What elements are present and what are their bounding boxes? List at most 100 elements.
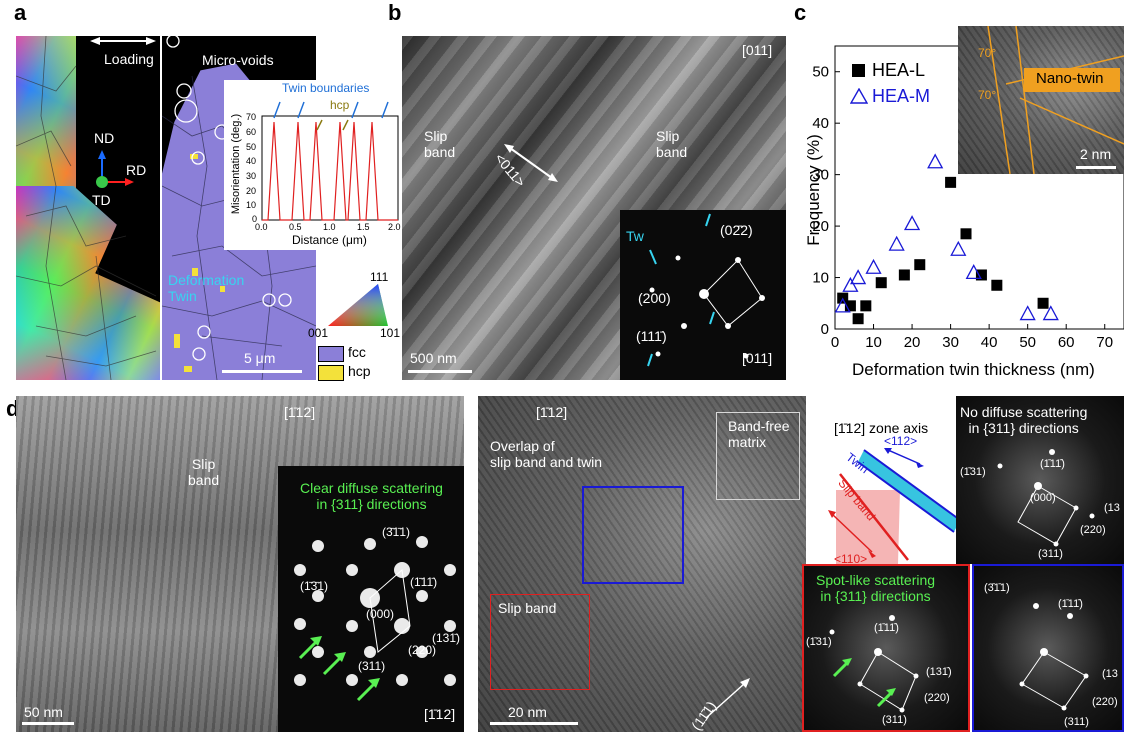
legend-hea-l-marker [852, 64, 865, 77]
grain-boundaries [16, 36, 157, 380]
hea-m-point [834, 297, 851, 313]
spot-220-d: (220) [408, 643, 437, 657]
hea-m-point [842, 276, 859, 292]
ipf-111: 111 [370, 270, 389, 284]
loading-label: Loading [104, 51, 154, 67]
panel-d-scale-bar [22, 722, 74, 725]
panel-e-scale-bar [490, 722, 578, 725]
inset-c-scale-bar [1076, 166, 1116, 169]
spot-311-d: (311) [358, 659, 386, 673]
fft-matrix-spot-220: (220) [1080, 524, 1106, 536]
panel-d-scale-label: 50 nm [24, 704, 63, 720]
fft-slip-spot-311: (311) [882, 714, 907, 726]
x-tick-label: 30 [942, 334, 959, 351]
panel-a-scale-bar [222, 370, 302, 373]
spot-111-d: (1̄11̄) [410, 575, 438, 589]
hcp-inset-label: hcp [330, 98, 350, 112]
overlap-box [582, 486, 684, 584]
x-tick-label: 0 [831, 334, 839, 351]
spot-311-top-d: (3̄1̄1) [382, 525, 411, 539]
x-tick-label: 50 [1019, 334, 1036, 351]
td-label: TD [92, 192, 111, 208]
diffuse-label-d: Clear diffuse scattering in {311} direct… [300, 480, 443, 512]
hea-l-point [975, 269, 987, 281]
panel-b-label: b [388, 0, 402, 25]
twin-slip-schematic [828, 448, 961, 564]
hea-m-point [965, 264, 982, 280]
zone-112-top-d: [1̄12] [284, 404, 316, 420]
fft-overlap: (3̄1̄1) (1̄11̄) (13 (220) (311) [972, 564, 1124, 732]
hea-l-point [960, 228, 972, 240]
hea-l-point [875, 277, 887, 289]
td-marker [96, 176, 108, 188]
legend-hea-m-marker [850, 88, 868, 104]
ebsd-ipf-map: Loading ND RD TD [16, 36, 160, 380]
fft-slip-spot-111: (1̄11̄) [874, 622, 899, 634]
zone-112-top-e: [1̄12] [536, 404, 568, 420]
fft-slip-spot-220: (220) [924, 692, 950, 704]
hea-m-point [927, 153, 944, 169]
fft-matrix-spot-111: (1̄11̄) [1040, 458, 1065, 470]
fft-overlap-spot-220: (220) [1092, 696, 1118, 708]
y-tick-label: 0 [821, 321, 829, 338]
y-tick-label: 50 [812, 64, 829, 81]
hea-m-point [903, 215, 921, 231]
y-tick-label: 20 [812, 218, 829, 235]
hea-m-point [865, 258, 882, 274]
nd-label: ND [94, 130, 115, 146]
spot-200: (200) [638, 290, 671, 306]
diffraction-spots-b [647, 213, 765, 367]
hea-l-point [914, 259, 926, 271]
inset-xlabel: Distance (μm) [292, 233, 367, 247]
spot-131-d: (1̄3̄1) [300, 579, 329, 593]
schematic-110-label: <110> [834, 552, 868, 566]
rd-label: RD [126, 162, 147, 178]
hea-l-point [844, 300, 856, 312]
fft-slip-spot-131b: (131̄) [926, 666, 952, 678]
panel-e-scale-label: 20 nm [508, 704, 547, 720]
deformation-twin-label: Deformation Twin [168, 272, 245, 304]
fft-matrix-title: No diffuse scattering in {311} direction… [960, 404, 1088, 436]
zone-112-bottom-d: [1̄12] [424, 706, 456, 722]
fcc-label: fcc [348, 344, 366, 360]
hea-m-point [850, 269, 867, 285]
fft-overlap-spots [1019, 603, 1089, 711]
hea-l-point [991, 279, 1003, 291]
spot-131b-d: (131̄) [432, 631, 461, 645]
fft-matrix: No diffuse scattering in {311} direction… [956, 396, 1124, 564]
fft-slip-spots [829, 615, 919, 713]
y-tick-label: 10 [812, 270, 829, 287]
fft-slip-spot-131: (1̄31) [806, 636, 832, 648]
fft-overlap-spot-13: (13 [1102, 668, 1118, 680]
panel-b-scale-bar [408, 370, 472, 373]
fft-slip-band: Spot-like scattering in {311} directions… [802, 564, 970, 732]
hea-l-point [945, 176, 957, 188]
hea-m-point [888, 235, 905, 251]
zone-011-top: [011] [742, 42, 773, 58]
slip-band-d: Slip band [188, 456, 220, 488]
band-free-label: Band-free matrix [728, 418, 790, 450]
hea-m-point [1042, 305, 1059, 321]
misorientation-plot [261, 101, 399, 221]
hcp-label: hcp [348, 363, 371, 379]
panel-c-label: c [794, 0, 807, 25]
fft-matrix-spot-311: (311) [1038, 548, 1063, 560]
fcc-swatch [318, 346, 344, 362]
ipf-101: 101 [380, 326, 401, 340]
angle-bottom-label: 70° [978, 88, 997, 102]
chart-xlabel: Deformation twin thickness (nm) [852, 360, 1095, 379]
x-tick-label: 10 [865, 334, 882, 351]
y-tick-label: 40 [812, 115, 829, 132]
hea-m-point [1019, 305, 1036, 321]
twin-boundaries-label: Twin boundaries [282, 81, 370, 95]
legend-hea-l: HEA-L [872, 60, 926, 80]
hea-l-point [852, 313, 864, 325]
fft-matrix-spot-000: (000) [1030, 492, 1056, 504]
zone-axis-label: [1̄12] zone axis [834, 420, 929, 436]
x-tick-label: 40 [981, 334, 998, 351]
schematic-112-label: <112> [884, 434, 918, 448]
panel-a-label: a [14, 0, 27, 25]
fft-overlap-spot-311b: (311) [1064, 716, 1089, 728]
fft-matrix-spot-13: (13 [1104, 502, 1120, 514]
ipf-legend: 111 001 101 fcc hcp [308, 270, 408, 381]
